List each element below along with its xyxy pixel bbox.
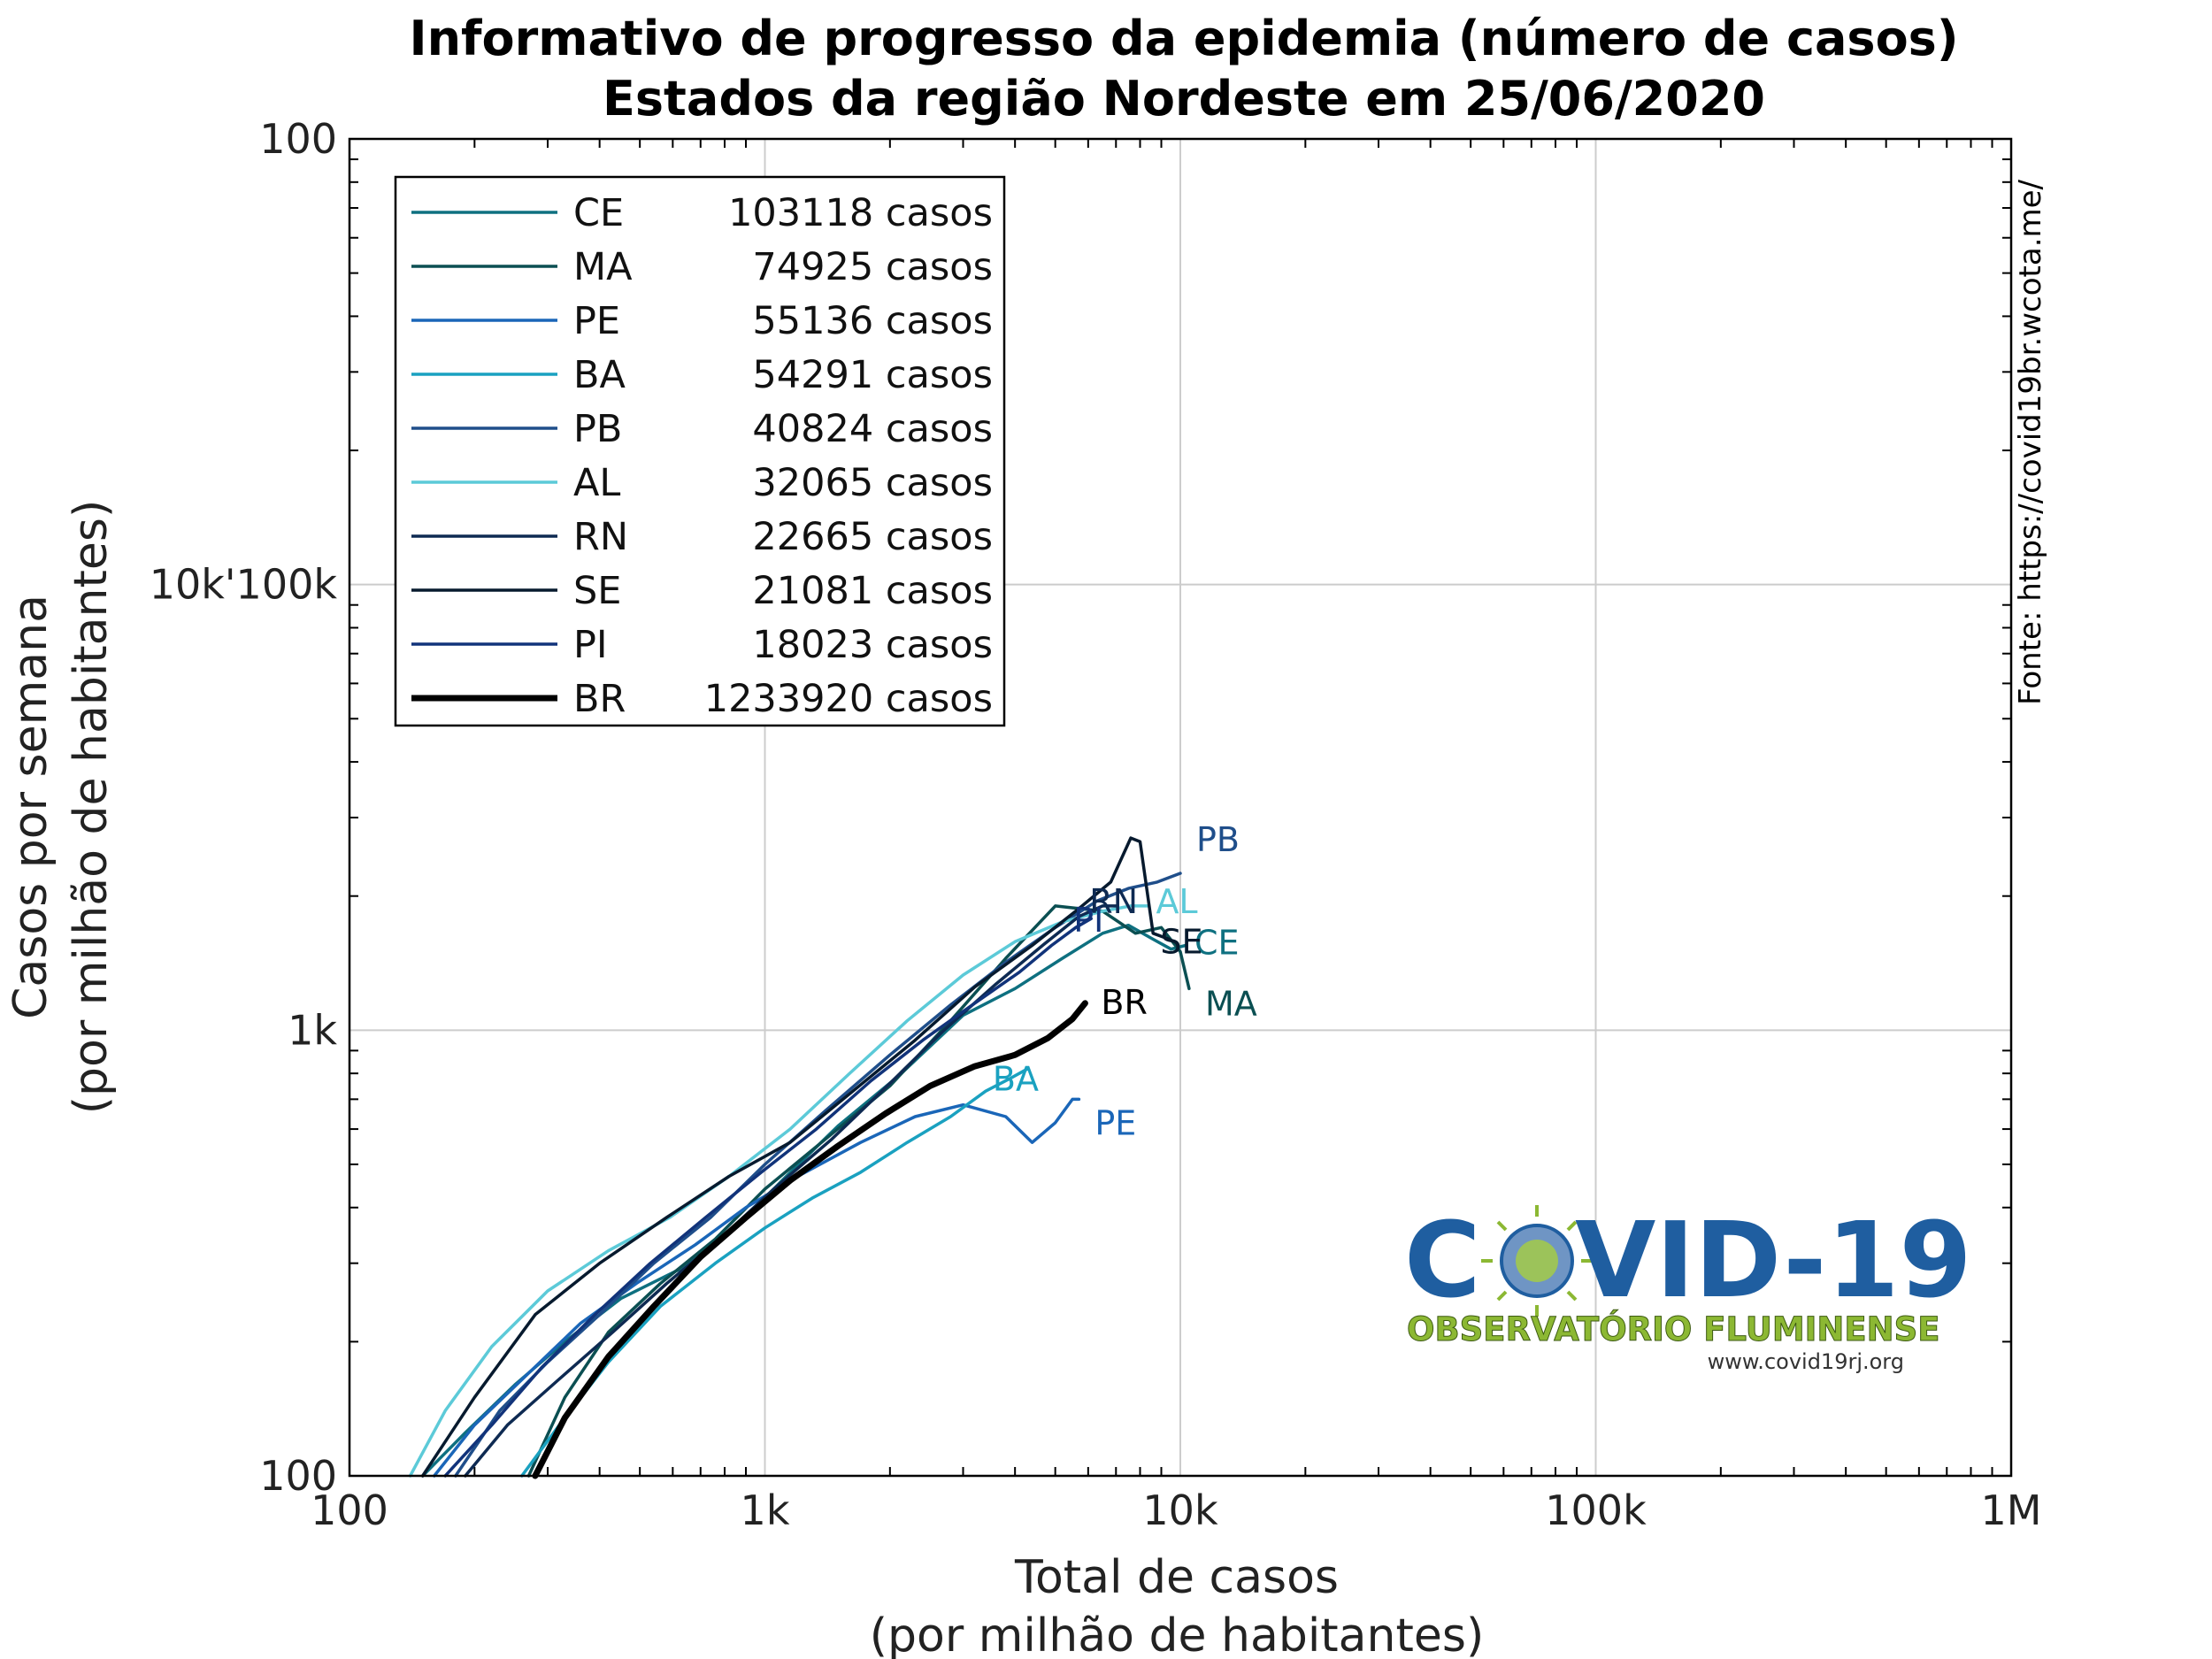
legend-cases-se: 21081 casos — [752, 569, 993, 613]
x-tick-labels: 100 1k 10k 100k 1M — [311, 1486, 2041, 1534]
end-label-se: SE — [1160, 923, 1202, 962]
logo-title-left: C — [1404, 1199, 1481, 1321]
logo-title-right: VID-19 — [1575, 1199, 1972, 1321]
series-line-pi — [443, 917, 1093, 1478]
end-label-br: BR — [1101, 983, 1147, 1022]
series-layer — [408, 836, 1191, 1479]
source-note: Fonte: https://covid19br.wcota.me/ — [2013, 179, 2048, 705]
legend-name-pi: PI — [573, 623, 608, 667]
y-tick-label: 10k'100k — [150, 561, 338, 609]
end-label-ce: CE — [1194, 923, 1240, 962]
x-tick-label: 100k — [1545, 1486, 1647, 1534]
end-labels: CE MA PE BA PB AL RN SE PI BR — [993, 820, 1257, 1142]
x-tick-label: 1k — [741, 1486, 790, 1534]
series-line-ce — [420, 923, 1187, 1478]
legend-name-ba: BA — [573, 353, 626, 397]
end-label-pb: PB — [1196, 820, 1240, 859]
legend-name-rn: RN — [573, 515, 628, 559]
legend-name-pe: PE — [573, 299, 620, 343]
legend-name-pb: PB — [573, 407, 622, 451]
series-line-br — [532, 1000, 1088, 1479]
logo-subtitle: OBSERVATÓRIO FLUMINENSE — [1407, 1310, 1940, 1348]
legend-name-ma: MA — [573, 245, 633, 289]
series-line-pb — [454, 872, 1182, 1478]
chart-subtitle: Estados da região Nordeste em 25/06/2020 — [603, 71, 1765, 127]
y-axis-label: Casos por semana — [4, 595, 58, 1019]
x-tick-label: 100 — [311, 1486, 388, 1534]
end-label-al: AL — [1156, 882, 1197, 921]
x-tick-label: 1M — [1981, 1486, 2042, 1534]
legend-name-ce: CE — [573, 191, 624, 235]
legend-cases-pe: 55136 casos — [752, 299, 993, 343]
legend-cases-pi: 18023 casos — [752, 623, 993, 667]
series-line-se — [420, 836, 1171, 1478]
x-axis-sublabel: (por milhão de habitantes) — [870, 1609, 1485, 1659]
series-line-rn — [464, 904, 1118, 1478]
legend: CE 103118 casos MA 74925 casos PE 55136 casos… — [394, 175, 1006, 727]
logo-url: www.covid19rj.org — [1708, 1349, 1904, 1374]
y-tick-labels: 100 1k 10k'100k 100 — [150, 115, 338, 1500]
end-label-rn: RN — [1089, 882, 1138, 921]
end-label-pi: PI — [1073, 901, 1103, 940]
virus-icon — [1481, 1205, 1593, 1317]
y-tick-label: 100 — [259, 115, 337, 163]
legend-cases-ma: 74925 casos — [752, 245, 993, 289]
observatorio-logo: C VID-19 OBSERVATÓRIO FLUMINENSE www.cov… — [1404, 1199, 1972, 1374]
y-tick-label: 1k — [288, 1006, 337, 1054]
legend-box — [394, 175, 1006, 727]
series-line-pe — [433, 1097, 1081, 1478]
x-axis-label: Total de casos — [1014, 1551, 1339, 1604]
x-tick-label: 10k — [1142, 1486, 1218, 1534]
legend-name-br: BR — [573, 677, 626, 721]
legend-cases-al: 32065 casos — [752, 461, 993, 505]
minor-ticks — [349, 139, 2011, 1476]
legend-cases-rn: 22665 casos — [752, 515, 993, 559]
chart-title: Informativo de progresso da epidemia (nú… — [410, 11, 1959, 66]
end-label-ba: BA — [993, 1060, 1039, 1099]
legend-name-al: AL — [573, 461, 620, 505]
end-label-ma: MA — [1205, 984, 1257, 1023]
legend-cases-br: 1233920 casos — [704, 677, 993, 721]
end-label-pe: PE — [1094, 1103, 1136, 1142]
legend-name-se: SE — [573, 569, 621, 613]
legend-cases-pb: 40824 casos — [752, 407, 993, 451]
y-tick-label: 100 — [259, 1452, 337, 1500]
plot-frame — [348, 137, 2013, 1478]
legend-cases-ce: 103118 casos — [728, 191, 993, 235]
legend-cases-ba: 54291 casos — [752, 353, 993, 397]
y-axis-sublabel: (por milhão de habitantes) — [65, 500, 118, 1115]
